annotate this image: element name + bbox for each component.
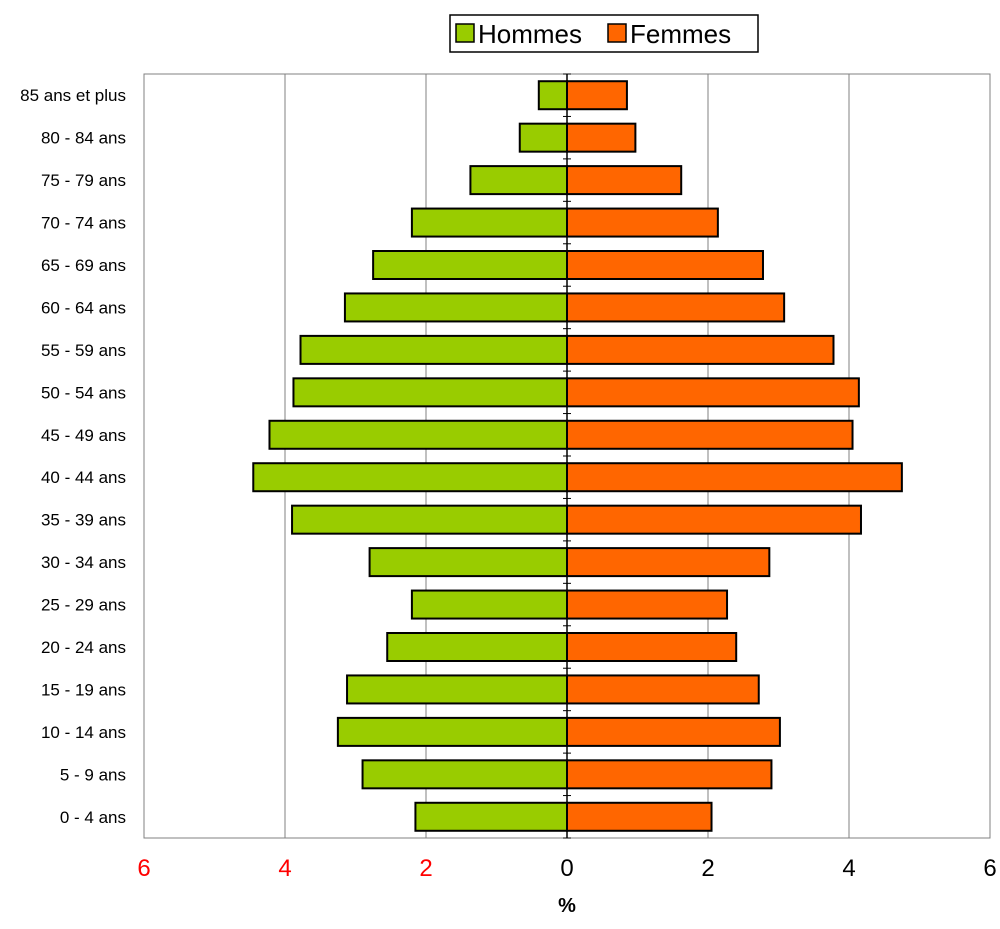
legend-label-femmes: Femmes <box>630 19 731 49</box>
bar-hommes <box>361 759 568 790</box>
bar-femmes <box>566 334 835 365</box>
bars-group <box>252 80 903 832</box>
bar-hommes <box>292 377 568 408</box>
legend-box <box>449 14 759 53</box>
bar-hommes <box>410 207 568 238</box>
x-tick-label: 2 <box>419 855 432 882</box>
legend: Hommes Femmes <box>449 14 759 53</box>
bar-hommes <box>410 589 568 620</box>
legend-label-hommes: Hommes <box>478 19 582 49</box>
category-label: 35 - 39 ans <box>41 511 126 530</box>
bar-femmes <box>566 292 786 323</box>
bar-femmes <box>566 674 760 705</box>
category-label: 70 - 74 ans <box>41 214 126 233</box>
bar-hommes <box>291 504 568 535</box>
category-label: 15 - 19 ans <box>41 680 126 699</box>
bar-femmes <box>566 716 781 747</box>
category-label: 20 - 24 ans <box>41 638 126 657</box>
bar-femmes <box>566 589 729 620</box>
category-label: 80 - 84 ans <box>41 129 126 148</box>
category-label: 0 - 4 ans <box>60 808 126 827</box>
bar-hommes <box>346 674 569 705</box>
x-tick-label: 2 <box>701 855 714 882</box>
x-tick-labels: 6 4 2 0 2 4 6 <box>137 855 996 882</box>
bar-femmes <box>566 547 771 578</box>
x-tick-label: 0 <box>560 855 573 882</box>
category-label: 10 - 14 ans <box>41 723 126 742</box>
bar-hommes <box>414 801 568 832</box>
bar-hommes <box>372 250 568 280</box>
category-label: 25 - 29 ans <box>41 596 126 615</box>
category-label: 50 - 54 ans <box>41 383 126 402</box>
bar-femmes <box>566 462 903 493</box>
x-tick-label: 6 <box>983 855 996 882</box>
x-tick-label: 4 <box>278 855 291 882</box>
bar-femmes <box>566 207 719 238</box>
bar-femmes <box>566 504 862 535</box>
bar-femmes <box>566 759 773 790</box>
category-label: 60 - 64 ans <box>41 298 126 317</box>
bar-femmes <box>566 801 713 832</box>
category-label: 30 - 34 ans <box>41 553 126 572</box>
x-axis-title: % <box>558 895 576 917</box>
bar-hommes <box>368 547 568 578</box>
bar-femmes <box>566 80 628 111</box>
x-tick-label: 6 <box>137 855 150 882</box>
category-label: 40 - 44 ans <box>41 468 126 487</box>
category-label: 85 ans et plus <box>20 86 126 105</box>
x-tick-label: 4 <box>842 855 855 882</box>
bar-hommes <box>469 165 569 196</box>
bar-hommes <box>336 716 568 747</box>
bar-hommes <box>268 419 568 450</box>
bar-hommes <box>299 334 568 365</box>
legend-swatch-femmes <box>607 23 627 43</box>
category-label: 45 - 49 ans <box>41 426 126 445</box>
category-label: 65 - 69 ans <box>41 256 126 275</box>
bar-femmes <box>566 377 860 408</box>
category-label: 5 - 9 ans <box>60 765 126 784</box>
bar-femmes <box>566 122 637 153</box>
category-label: 55 - 59 ans <box>41 341 126 360</box>
bar-femmes <box>566 419 854 450</box>
bar-hommes <box>518 122 569 153</box>
legend-swatch-hommes <box>455 23 475 43</box>
bar-hommes <box>343 292 568 323</box>
category-labels: 0 - 4 ans 5 - 9 ans 10 - 14 ans 15 - 19 ans… <box>20 86 126 827</box>
bar-hommes <box>252 462 568 493</box>
grid-lines <box>284 74 850 838</box>
category-label: 75 - 79 ans <box>41 171 126 190</box>
bar-femmes <box>566 250 764 280</box>
center-axis <box>563 73 571 839</box>
bar-femmes <box>566 165 683 196</box>
bar-femmes <box>566 632 738 662</box>
bar-hommes <box>537 80 568 111</box>
bar-hommes <box>386 632 568 662</box>
